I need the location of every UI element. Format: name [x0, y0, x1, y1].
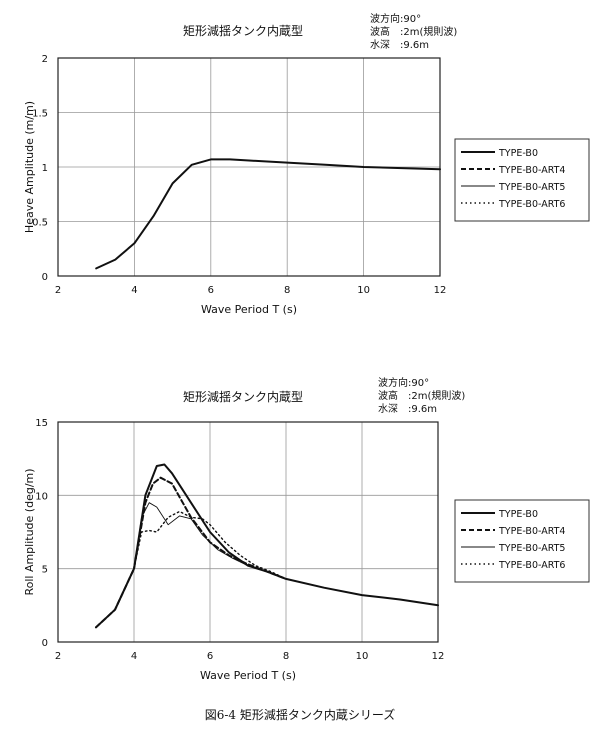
legend-label: TYPE-B0-ART5: [498, 543, 565, 554]
y-tick-label: 1: [42, 163, 48, 174]
x-tick-label: 6: [208, 285, 214, 296]
x-tick-label: 6: [207, 651, 213, 662]
legend-label: TYPE-B0-ART6: [498, 560, 565, 571]
x-tick-label: 8: [283, 651, 289, 662]
y-axis-label: Heave Amplitude (m/m): [23, 101, 36, 233]
series-line-type-b0: [95, 158, 441, 270]
plot-frame: [57, 57, 441, 277]
x-tick-label: 12: [434, 285, 447, 296]
series-line-type-b0-art6: [95, 510, 287, 628]
figure-caption: 図6-4 矩形減揺タンク内蔵シリーズ: [204, 708, 396, 722]
condition-text: 波高 :2m(規則波): [370, 25, 457, 38]
legend-label: TYPE-B0-ART4: [498, 165, 565, 176]
x-tick-label: 4: [131, 285, 137, 296]
legend: TYPE-B0 TYPE-B0-ART4 TYPE-B0-ART5 TYPE-B0-A…: [454, 138, 590, 222]
x-tick-label: 4: [131, 651, 137, 662]
condition-text: 水深 :9.6m: [370, 39, 429, 51]
chart-title: 矩形減揺タンク内蔵型: [183, 23, 303, 38]
series-line-type-b0: [95, 463, 439, 629]
x-tick-label: 10: [356, 651, 369, 662]
x-axis-label: Wave Period T (s): [201, 303, 297, 316]
legend-label: TYPE-B0: [498, 509, 538, 520]
y-tick-label: 15: [35, 418, 48, 429]
x-axis-label: Wave Period T (s): [200, 669, 296, 682]
condition-text: 波高 :2m(規則波): [378, 389, 465, 402]
series-line-type-b0-art4: [95, 476, 287, 629]
condition-text: 波方向:90°: [370, 12, 421, 25]
y-tick-label: 0: [42, 638, 48, 649]
x-tick-label: 12: [432, 651, 445, 662]
chart-2: 2 4 6 8 10 12 0 5 10 15 Wave Period T (s) Roll Ampl…: [23, 376, 590, 682]
y-tick-label: 0: [42, 272, 48, 283]
x-tick-label: 8: [284, 285, 290, 296]
chart-title: 矩形減揺タンク内蔵型: [183, 389, 303, 404]
legend-label: TYPE-B0: [498, 148, 538, 159]
y-tick-label: 5: [42, 565, 48, 576]
legend: TYPE-B0 TYPE-B0-ART4 TYPE-B0-ART5 TYPE-B0-A…: [454, 499, 590, 583]
plot-frame: [57, 421, 439, 643]
legend-label: TYPE-B0-ART4: [498, 526, 565, 537]
condition-text: 波方向:90°: [378, 376, 429, 389]
y-tick-label: 0.5: [32, 218, 48, 229]
y-axis-label: Roll Amplitude (deg/m): [23, 468, 36, 595]
legend-label: TYPE-B0-ART5: [498, 182, 565, 193]
chart-1: 2 4 6 8 10 12 0 0.5 1 1.5 2 Wave Period T (s) Heave …: [23, 12, 590, 316]
x-tick-label: 2: [55, 285, 61, 296]
condition-text: 水深 :9.6m: [378, 403, 437, 415]
x-tick-label: 10: [357, 285, 370, 296]
x-tick-label: 2: [55, 651, 61, 662]
y-tick-label: 1.5: [32, 109, 48, 120]
y-tick-label: 10: [35, 491, 48, 502]
y-tick-label: 2: [42, 54, 48, 65]
series-line-type-b0-art5: [95, 502, 287, 628]
legend-label: TYPE-B0-ART6: [498, 199, 565, 210]
